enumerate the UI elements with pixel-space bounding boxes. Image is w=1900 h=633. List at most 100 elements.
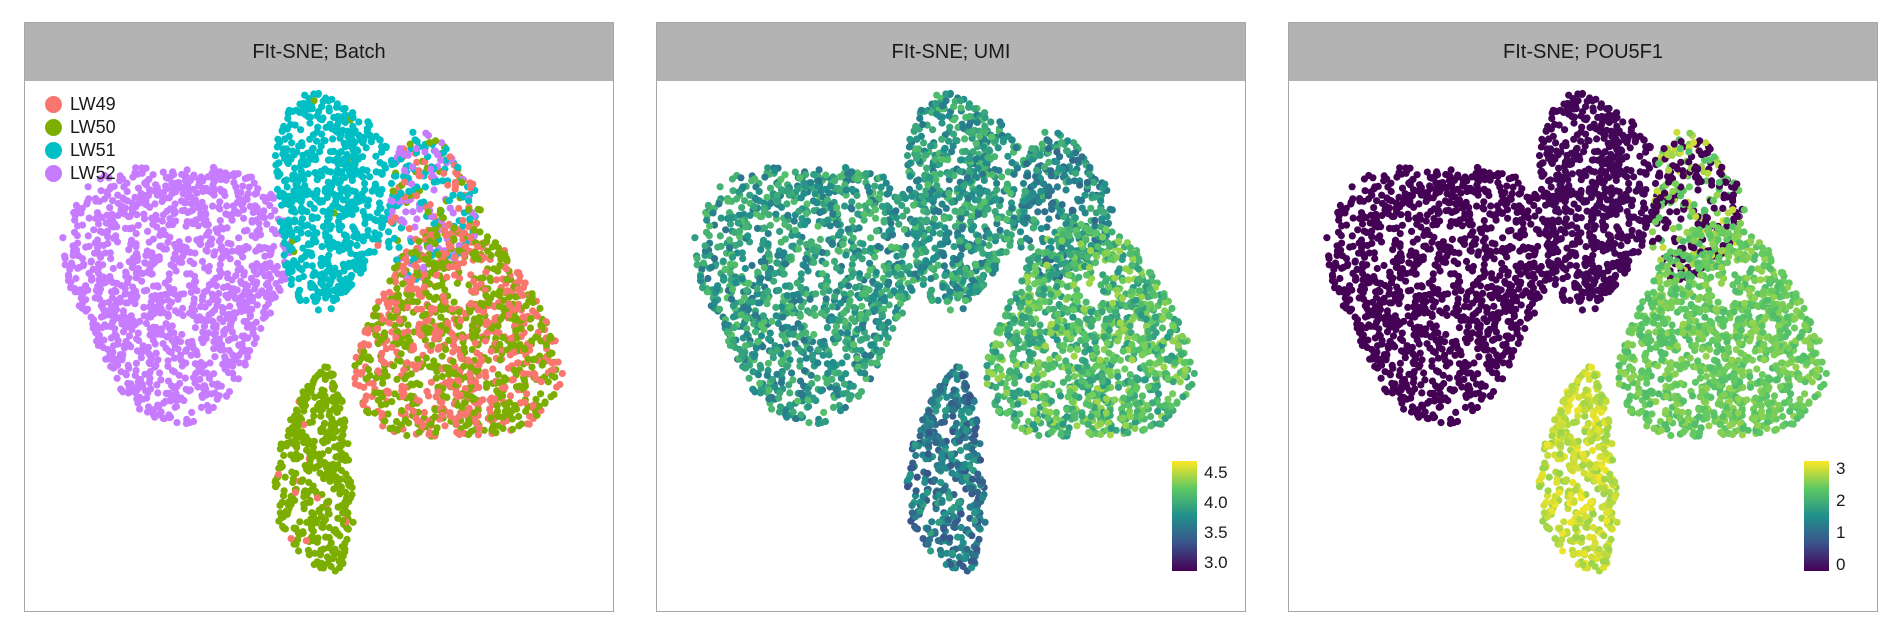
umi-point xyxy=(860,216,868,224)
batch-point xyxy=(318,523,326,531)
batch-point xyxy=(203,369,211,377)
batch-point xyxy=(280,451,288,460)
batch-point xyxy=(288,245,296,253)
batch-point xyxy=(340,261,348,269)
umi-point xyxy=(715,200,723,208)
batch-point xyxy=(141,191,149,199)
batch-point xyxy=(121,224,130,232)
batch-point xyxy=(288,263,296,271)
batch-point xyxy=(239,206,248,214)
batch-point xyxy=(234,266,242,274)
umi-point xyxy=(765,335,773,343)
batch-point xyxy=(262,263,270,272)
batch-point xyxy=(279,145,287,153)
umi-point xyxy=(742,342,750,350)
legend-swatch-lw50 xyxy=(45,119,62,136)
batch-point xyxy=(121,285,129,293)
batch-point xyxy=(364,202,372,210)
batch-point xyxy=(324,237,332,245)
batch-point xyxy=(537,378,545,386)
batch-point xyxy=(473,349,481,357)
batch-point xyxy=(494,322,502,330)
umi-point xyxy=(850,243,858,251)
umi-point xyxy=(855,224,863,232)
batch-point xyxy=(483,329,491,337)
umi-point xyxy=(764,230,772,238)
batch-point xyxy=(393,375,401,383)
batch-point xyxy=(117,386,125,394)
batch-point xyxy=(434,388,442,396)
batch-point xyxy=(273,262,281,271)
batch-point xyxy=(201,264,209,272)
batch-point xyxy=(351,380,359,388)
batch-point xyxy=(216,185,224,193)
batch-point xyxy=(383,387,391,395)
batch-point xyxy=(393,306,401,314)
umi-point xyxy=(760,208,769,216)
batch-point xyxy=(198,257,207,265)
batch-point xyxy=(372,331,380,339)
batch-point xyxy=(311,393,319,401)
batch-point xyxy=(70,228,79,236)
umi-point xyxy=(757,246,765,254)
batch-point xyxy=(409,361,417,369)
umi-point xyxy=(815,166,823,174)
umi-point xyxy=(802,209,810,218)
batch-point xyxy=(94,244,102,252)
umi-point xyxy=(874,283,882,291)
batch-point xyxy=(506,392,515,400)
batch-point xyxy=(229,290,237,298)
umi-point xyxy=(822,295,830,303)
batch-point xyxy=(125,364,133,372)
umi-point xyxy=(885,270,893,278)
batch-point xyxy=(461,411,469,419)
batch-point xyxy=(474,431,482,439)
batch-point xyxy=(334,452,342,460)
umi-point xyxy=(783,363,791,371)
batch-point xyxy=(205,299,213,307)
batch-point xyxy=(293,408,301,417)
batch-point xyxy=(337,475,345,483)
batch-point xyxy=(397,350,405,358)
batch-point xyxy=(106,351,114,359)
batch-point xyxy=(221,191,229,200)
batch-point xyxy=(340,155,348,163)
batch-point xyxy=(217,234,225,242)
batch-point xyxy=(361,186,369,194)
batch-point xyxy=(532,395,540,403)
batch-point xyxy=(162,397,170,405)
batch-point xyxy=(455,377,463,385)
batch-point xyxy=(330,147,338,155)
batch-point xyxy=(409,407,417,415)
batch-point xyxy=(335,503,343,511)
batch-point xyxy=(260,207,268,215)
legend-item-lw52: LW52 xyxy=(45,162,116,185)
batch-point xyxy=(344,456,353,464)
batch-point xyxy=(414,271,422,279)
batch-point xyxy=(132,269,140,277)
batch-point xyxy=(300,438,308,446)
batch-point xyxy=(407,370,415,378)
umi-point xyxy=(840,309,848,317)
batch-point xyxy=(433,177,441,186)
umi-point xyxy=(836,187,844,195)
batch-point xyxy=(441,298,449,306)
umi-point xyxy=(770,277,778,285)
batch-point xyxy=(490,421,498,429)
umi-point xyxy=(699,259,708,267)
umi-point xyxy=(754,338,762,346)
batch-point xyxy=(145,379,153,387)
umi-point xyxy=(789,330,797,338)
batch-point xyxy=(132,230,140,238)
umi-point xyxy=(821,417,830,426)
batch-point xyxy=(278,201,286,209)
umi-point xyxy=(888,231,897,239)
batch-point xyxy=(138,277,146,285)
umi-point xyxy=(751,311,760,319)
batch-point xyxy=(499,333,507,342)
batch-point xyxy=(185,387,193,395)
umi-point xyxy=(867,244,875,253)
batch-point xyxy=(503,275,511,283)
batch-point xyxy=(489,365,497,373)
batch-point xyxy=(300,407,308,415)
